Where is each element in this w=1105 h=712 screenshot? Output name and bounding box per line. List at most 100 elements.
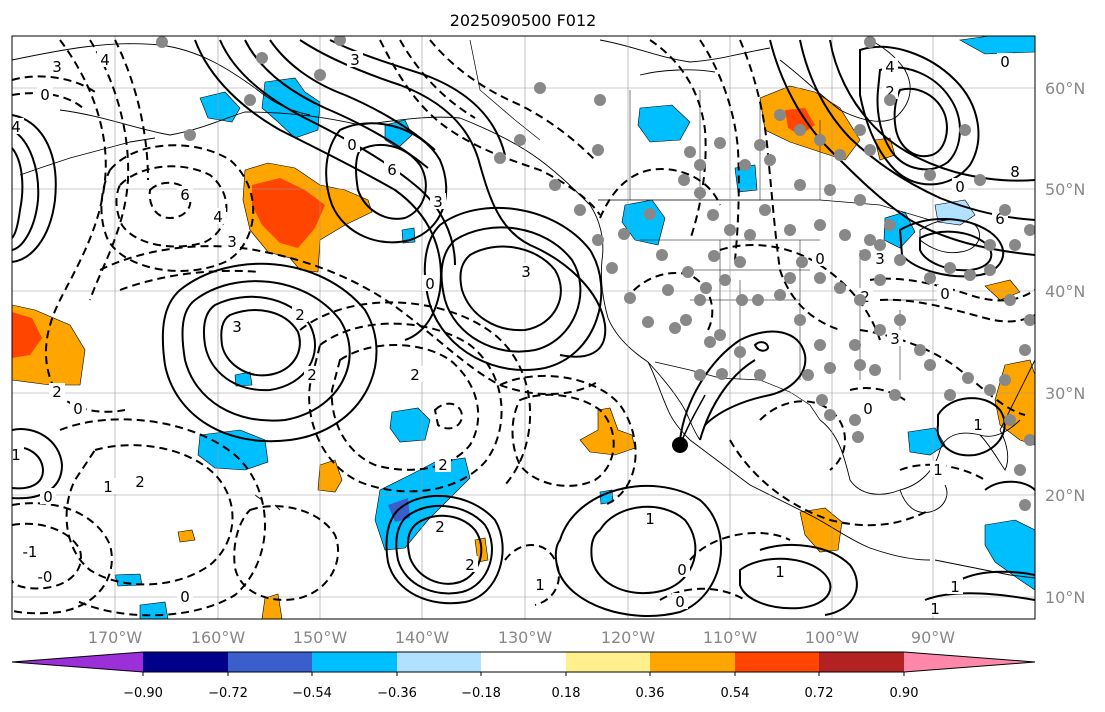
station-dot <box>256 52 268 64</box>
contour-label-bg <box>384 161 400 177</box>
coastline-arctic <box>599 39 771 63</box>
longitude-label: 160°W <box>191 628 246 647</box>
border-alaska-canada <box>469 39 541 141</box>
contour-solid <box>699 359 756 441</box>
station-dot <box>874 239 886 251</box>
station-dot <box>716 368 728 380</box>
contour-solid <box>924 592 1035 601</box>
colorbar-segment <box>735 652 819 672</box>
contour-solid <box>679 330 807 441</box>
station-dot <box>924 359 936 371</box>
contour-dashed <box>759 400 846 471</box>
contour-label-bg <box>860 400 876 416</box>
longitude-label: 120°W <box>601 628 656 647</box>
shade-orange-south-2 <box>177 529 196 543</box>
contour-label: 6 <box>995 210 1005 228</box>
station-dot <box>802 369 814 381</box>
colorbar-tick-label: 0.72 <box>805 686 834 701</box>
station-dot <box>894 254 906 266</box>
shade-cyan-small-2 <box>139 601 169 619</box>
contour-label: 2 <box>295 306 305 324</box>
contour-solid <box>440 226 582 353</box>
station-dot <box>734 256 746 268</box>
colorbar-tick-label: 0.36 <box>636 686 665 701</box>
longitude-label: 170°W <box>88 628 143 647</box>
coastline-alaska-north <box>12 43 311 116</box>
contour-label: 3 <box>232 318 242 336</box>
station-dot <box>708 250 720 262</box>
station-dot <box>1024 434 1035 446</box>
contour-label: 2 <box>435 518 445 536</box>
contour-label-bg <box>947 578 963 594</box>
contour-label: 0 <box>180 588 190 606</box>
contour-dashed <box>624 272 714 331</box>
station-dot <box>839 229 851 241</box>
station-dot <box>834 149 846 161</box>
contour-solid <box>739 557 832 610</box>
contour-label: -0 <box>38 568 53 586</box>
contour-label: 1 <box>103 478 113 496</box>
station-dot <box>714 329 726 341</box>
contour-label: 0 <box>43 488 53 506</box>
station-dot <box>662 284 674 296</box>
longitude-label: 130°W <box>498 628 553 647</box>
station-dot <box>594 94 606 106</box>
contour-label-bg <box>997 53 1013 69</box>
station-dot <box>984 384 996 396</box>
station-dot <box>734 346 746 358</box>
station-dot <box>864 36 876 48</box>
colorbar-segment <box>481 652 566 672</box>
station-dot <box>700 282 712 294</box>
coastline-gulf-mexico <box>819 419 1021 495</box>
colorbar-segment <box>819 652 904 672</box>
contour-solid <box>194 39 442 341</box>
contour-label: 2 <box>410 366 420 384</box>
station-dot <box>618 228 630 240</box>
station-dot <box>704 336 716 348</box>
latitude-label: 10°N <box>1045 588 1085 607</box>
contour-label-bg <box>930 461 946 477</box>
contour-label: 2 <box>135 473 145 491</box>
station-dot <box>184 129 196 141</box>
station-dot <box>834 282 846 294</box>
contour-label: 1 <box>645 510 655 528</box>
station-dot <box>764 154 776 166</box>
station-dot <box>814 339 826 351</box>
contour-label-bg <box>229 318 245 334</box>
station-dot <box>549 179 561 191</box>
contour-label: 3 <box>521 263 531 281</box>
station-dot <box>784 272 796 284</box>
coastline-baja <box>647 361 701 441</box>
station-dot <box>739 159 751 171</box>
station-dot <box>680 314 692 326</box>
contour-dashed <box>59 418 266 617</box>
contour-label-bg <box>462 556 478 572</box>
contour-label-bg <box>37 86 53 102</box>
station-dot <box>864 144 876 156</box>
latitude-label: 20°N <box>1045 486 1085 505</box>
station-dot <box>816 394 828 406</box>
contour-solid <box>12 114 57 263</box>
station-dot <box>944 389 956 401</box>
colorbar-tick-label: 0.18 <box>552 686 581 701</box>
station-dot <box>894 314 906 326</box>
longitude-label: 140°W <box>395 628 450 647</box>
contour-label-bg <box>882 58 898 74</box>
station-dot <box>1009 239 1021 251</box>
station-markers <box>156 36 1035 511</box>
contour-dashed <box>599 168 721 219</box>
contour-label: 0 <box>955 178 965 196</box>
station-dot <box>754 369 766 381</box>
station-dot <box>924 169 936 181</box>
station-dot <box>914 344 926 356</box>
contour-label: 3 <box>433 193 443 211</box>
shade-cyan-bc <box>637 104 691 143</box>
contour-dashed <box>429 39 596 161</box>
shade-orange-mexico <box>799 507 843 553</box>
contour-label: 0 <box>425 275 435 293</box>
station-dot <box>869 364 881 376</box>
contour-dashed <box>504 544 560 606</box>
contour-label-bg <box>674 561 690 577</box>
